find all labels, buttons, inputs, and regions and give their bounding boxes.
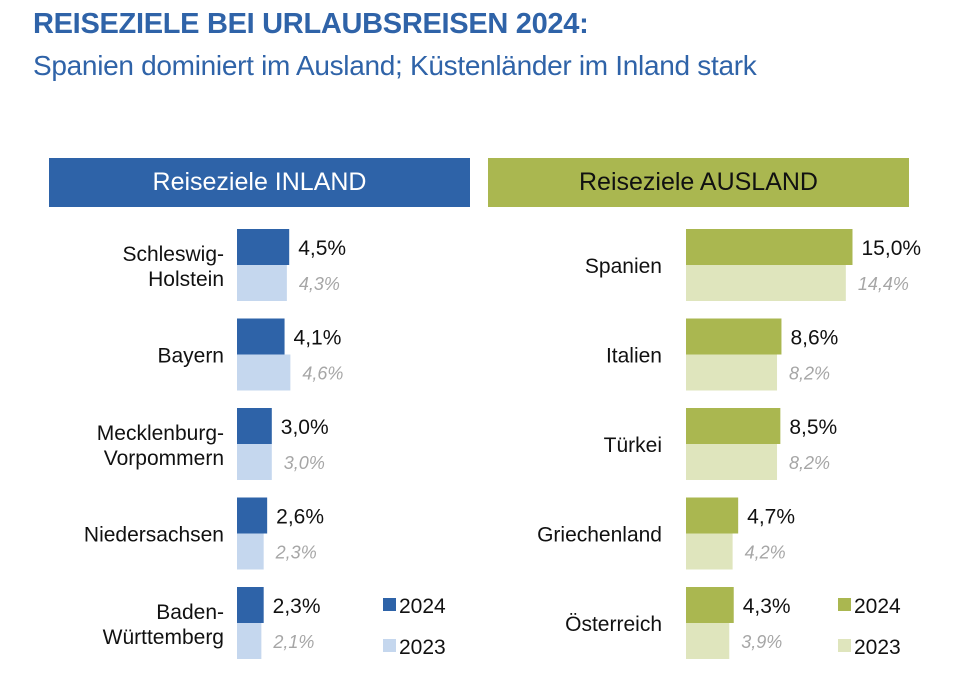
inland-bar-2023 bbox=[237, 354, 291, 391]
panel-header-inland: Reiseziele INLAND bbox=[49, 158, 470, 207]
ausland-bar-2024 bbox=[686, 497, 739, 534]
chart-title: REISEZIELE BEI URLAUBSREISEN 2024: bbox=[33, 8, 589, 40]
inland-bar-2024 bbox=[237, 318, 285, 355]
ausland-category-label: Griechenland bbox=[537, 524, 662, 547]
ausland-value-label-2023: 4,2% bbox=[745, 543, 786, 563]
inland-bar-2024 bbox=[237, 497, 268, 534]
ausland-value-label-2024: 8,5% bbox=[789, 416, 837, 439]
ausland-bar-2024 bbox=[686, 408, 781, 444]
inland-bar-2023 bbox=[237, 444, 272, 480]
ausland-bar-2023 bbox=[686, 444, 778, 480]
ausland-legend-label-2024: 2024 bbox=[854, 595, 901, 618]
ausland-category-label: Spanien bbox=[585, 255, 662, 278]
inland-legend-label-2024: 2024 bbox=[399, 595, 446, 618]
ausland-value-label-2023: 8,2% bbox=[789, 364, 830, 384]
inland-legend-swatch-2024 bbox=[383, 598, 396, 611]
inland-category-label: Baden- bbox=[156, 601, 224, 624]
panel-header-ausland: Reiseziele AUSLAND bbox=[488, 158, 909, 207]
ausland-legend-swatch-2024 bbox=[838, 598, 851, 611]
inland-bar-2023 bbox=[237, 623, 262, 659]
ausland-value-label-2024: 4,3% bbox=[743, 595, 791, 618]
inland-category-label: Niedersachsen bbox=[84, 524, 224, 547]
inland-value-label-2024: 4,5% bbox=[298, 237, 346, 260]
inland-legend-label-2023: 2023 bbox=[399, 636, 446, 659]
inland-bar-2024 bbox=[237, 587, 264, 623]
inland-bar-2023 bbox=[237, 265, 287, 301]
inland-bar-2024 bbox=[237, 408, 272, 444]
ausland-category-label: Italien bbox=[606, 345, 662, 368]
ausland-legend-label-2023: 2023 bbox=[854, 636, 901, 659]
inland-value-label-2023: 2,1% bbox=[272, 632, 314, 652]
inland-value-label-2024: 3,0% bbox=[281, 416, 329, 439]
ausland-bar-2023 bbox=[686, 623, 730, 659]
inland-value-label-2023: 4,6% bbox=[302, 364, 343, 384]
ausland-bar-2023 bbox=[686, 533, 733, 570]
ausland-category-label: Österreich bbox=[565, 613, 662, 636]
ausland-bar-2023 bbox=[686, 354, 778, 391]
ausland-legend-swatch-2023 bbox=[838, 639, 851, 652]
chart-subtitle: Spanien dominiert im Ausland; Küstenländ… bbox=[33, 50, 757, 81]
inland-category-label: Mecklenburg- bbox=[97, 422, 224, 445]
inland-bar-2024 bbox=[237, 229, 290, 265]
ausland-value-label-2023: 8,2% bbox=[789, 453, 830, 473]
inland-value-label-2024: 2,6% bbox=[276, 506, 324, 529]
ausland-value-label-2023: 3,9% bbox=[741, 632, 782, 652]
inland-value-label-2023: 3,0% bbox=[284, 453, 325, 473]
ausland-bar-2024 bbox=[686, 587, 734, 623]
inland-value-label-2023: 4,3% bbox=[299, 274, 340, 294]
ausland-bar-2023 bbox=[686, 265, 846, 301]
inland-category-label: Schleswig- bbox=[122, 243, 224, 266]
ausland-category-label: Türkei bbox=[604, 434, 662, 457]
inland-value-label-2023: 2,3% bbox=[275, 543, 317, 563]
inland-category-label: Bayern bbox=[157, 345, 224, 368]
ausland-value-label-2024: 15,0% bbox=[862, 237, 922, 260]
inland-value-label-2024: 2,3% bbox=[273, 595, 321, 618]
inland-legend-swatch-2023 bbox=[383, 639, 396, 652]
ausland-value-label-2024: 8,6% bbox=[790, 327, 838, 350]
ausland-bar-2024 bbox=[686, 229, 853, 265]
ausland-value-label-2024: 4,7% bbox=[747, 506, 795, 529]
inland-bar-2023 bbox=[237, 533, 264, 570]
inland-category-label: Württemberg bbox=[103, 626, 224, 649]
inland-value-label-2024: 4,1% bbox=[294, 327, 342, 350]
inland-category-label: Holstein bbox=[148, 268, 224, 291]
ausland-value-label-2023: 14,4% bbox=[858, 274, 909, 294]
ausland-bar-2024 bbox=[686, 318, 782, 355]
inland-category-label: Vorpommern bbox=[104, 447, 224, 470]
